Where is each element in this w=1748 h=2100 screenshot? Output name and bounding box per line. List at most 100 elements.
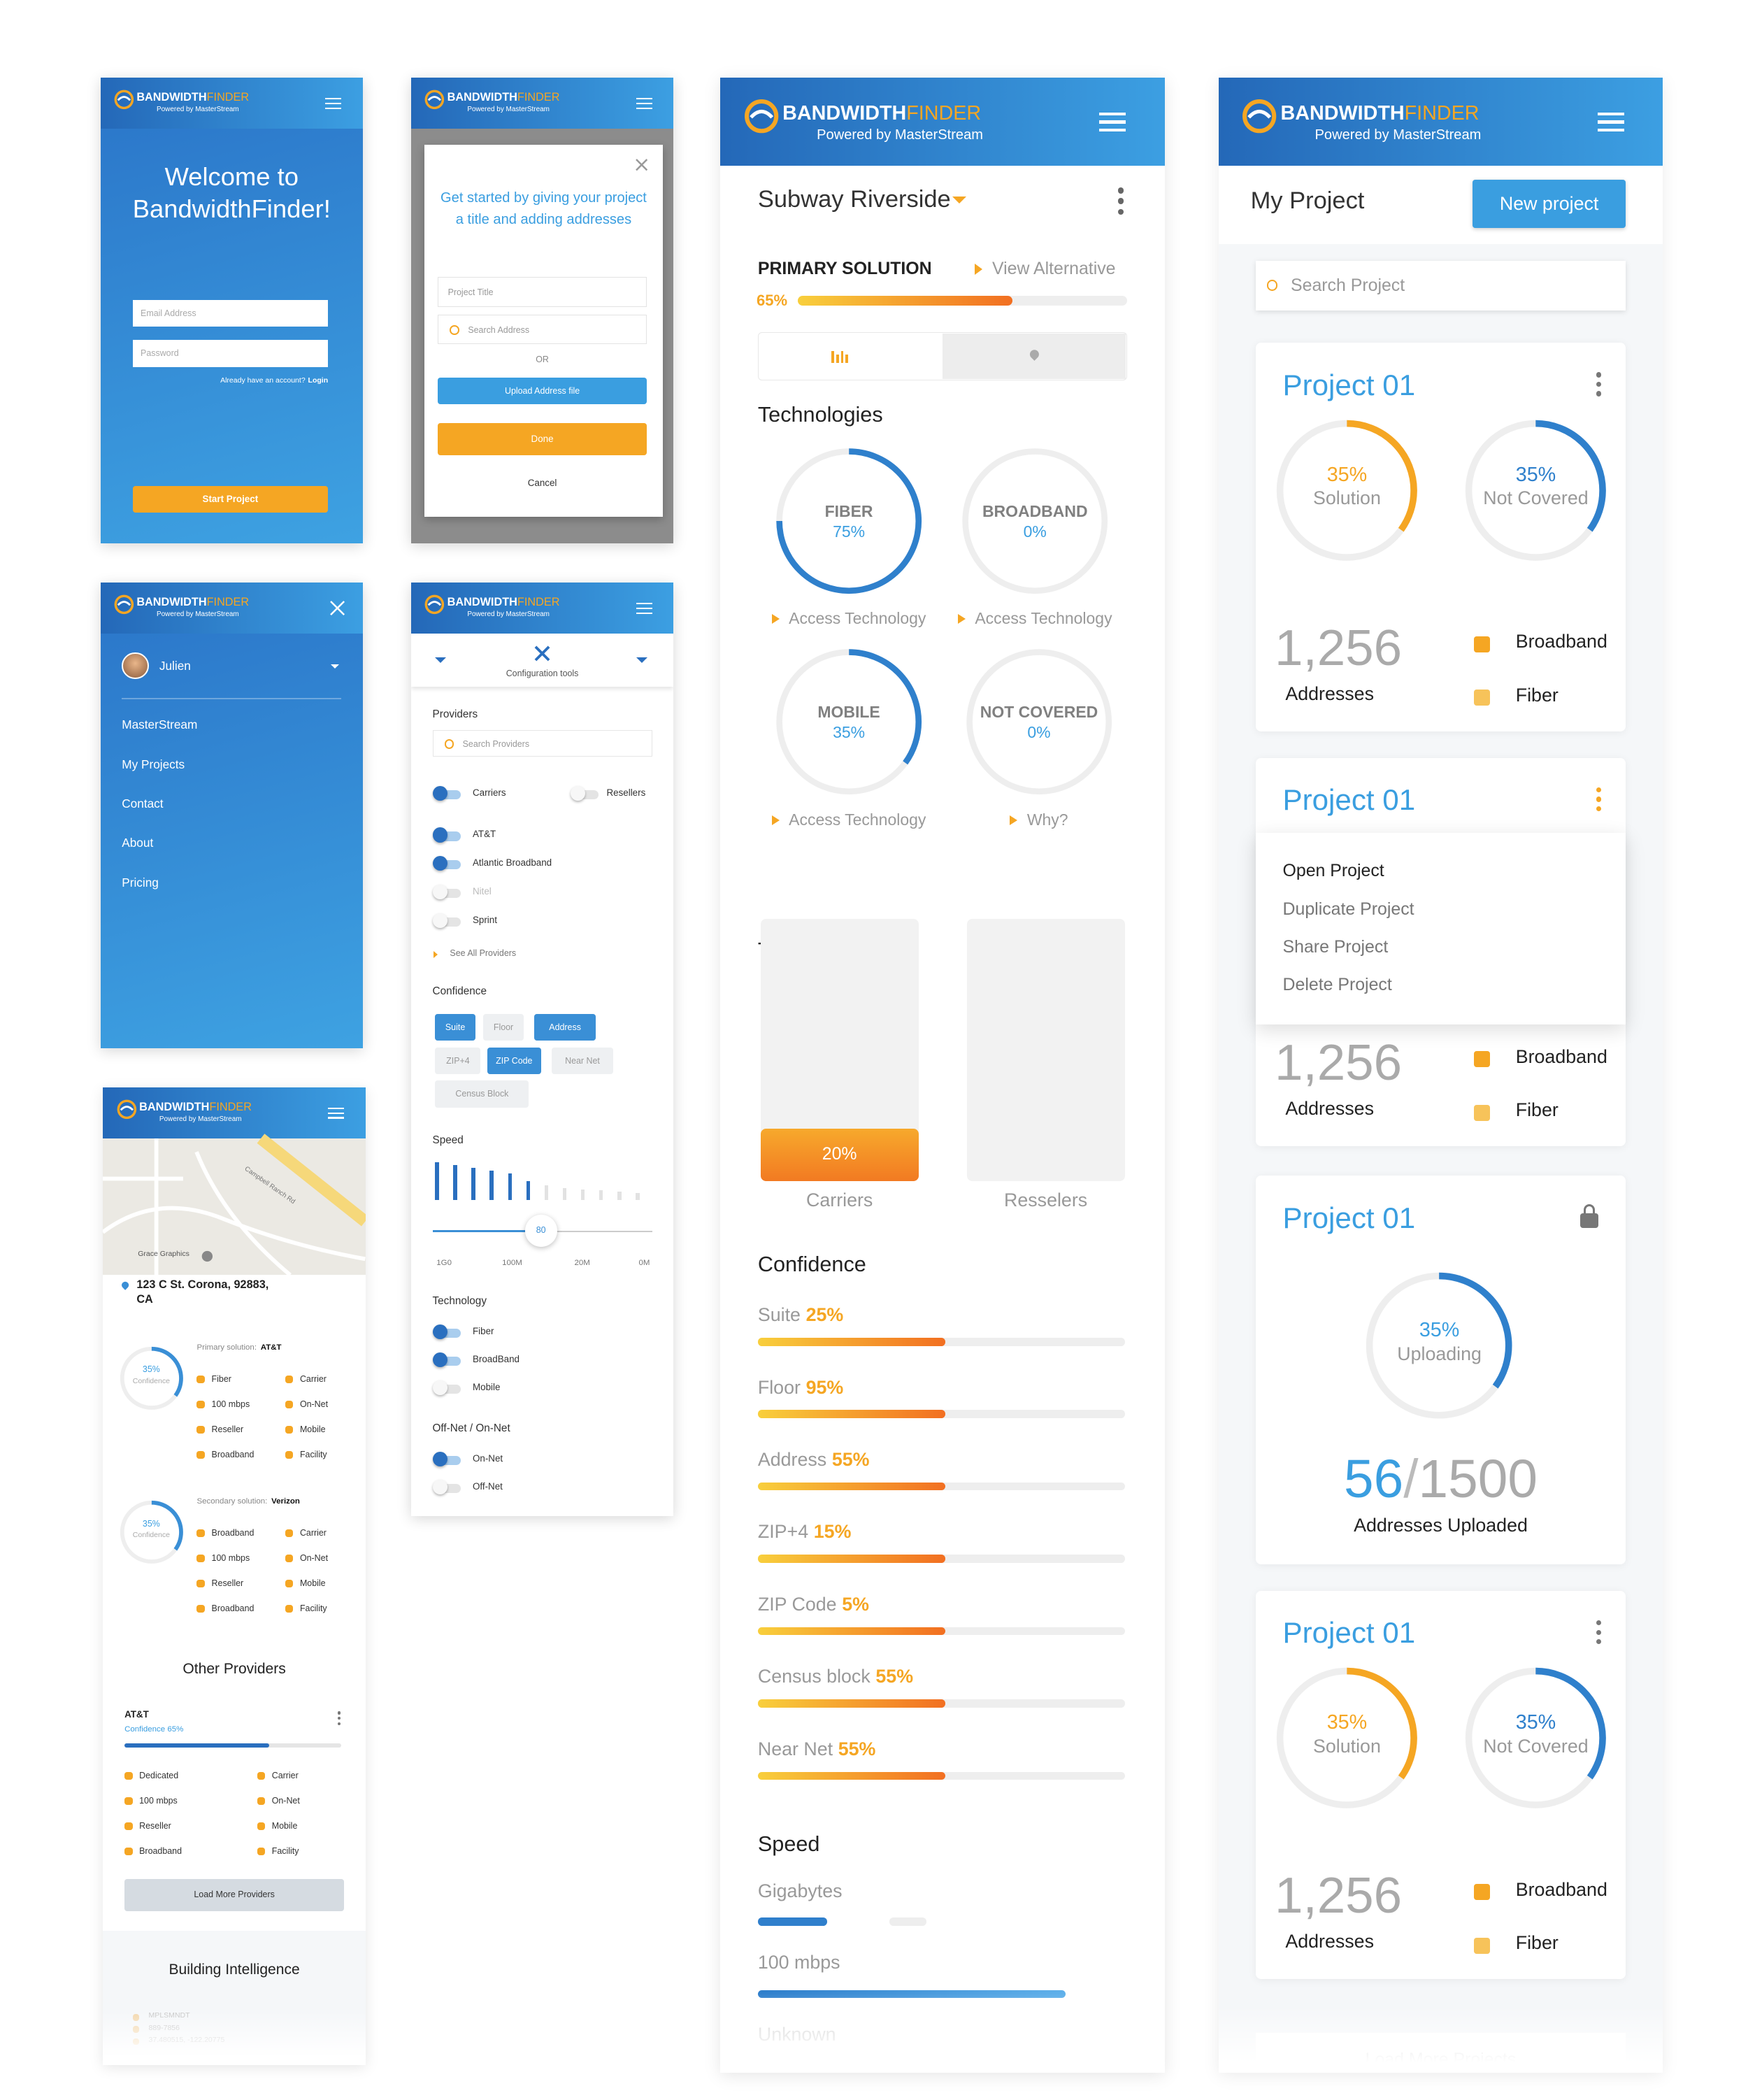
brand-accent: FINDER (1404, 101, 1480, 124)
feature-icon (196, 1529, 205, 1538)
technology-link-text: Why? (1026, 810, 1068, 829)
technology-link[interactable]: Access Technology (748, 810, 949, 829)
gauge-caption: Confidence (132, 1376, 170, 1385)
network-name: On-Net (472, 1452, 503, 1464)
filter-chip[interactable]: Near Net (551, 1047, 614, 1074)
menu-option[interactable]: Share Project (1282, 936, 1389, 957)
project-card[interactable]: Project 01 35% Solution 35% Not Covered 1,256… (1256, 1591, 1626, 1980)
solution-label: Secondary solution: Verizon (196, 1497, 299, 1506)
see-all-link[interactable]: See All Providers (450, 948, 517, 958)
solution-label: Primary solution: AT&T (196, 1343, 281, 1352)
password-input[interactable]: Password (132, 340, 329, 367)
gauge-arc (1366, 1273, 1512, 1419)
feature-name: On-Net (299, 1553, 329, 1563)
menu-item[interactable]: Pricing (122, 875, 159, 890)
confidence-fill (757, 1771, 945, 1780)
start-button[interactable]: Start Project (132, 486, 329, 513)
kebab-dot (337, 1711, 341, 1715)
provider-search[interactable]: Search Providers (432, 729, 652, 757)
login-link[interactable]: Login (308, 376, 329, 385)
cancel-button[interactable]: Cancel (527, 477, 557, 488)
feature-name: Mobile (299, 1578, 326, 1588)
feature-name: 100 mbps (139, 1795, 178, 1806)
app-header (720, 78, 1166, 166)
kebab-dot (1596, 391, 1601, 397)
toggle-knob (432, 1380, 447, 1396)
address-label: Addresses (1285, 1098, 1374, 1120)
confidence-fill (757, 1482, 945, 1491)
gauge (776, 448, 922, 594)
filter-chip[interactable]: ZIP+4 (435, 1047, 481, 1074)
filter-chip[interactable]: Floor (483, 1013, 524, 1041)
done-button[interactable]: Done (438, 423, 647, 456)
gauge-caption: Not Covered (1483, 1735, 1589, 1757)
address-label: Addresses (1285, 1931, 1374, 1952)
kebab-dot (1118, 208, 1124, 215)
feature-name: Carrier (299, 1528, 327, 1538)
slider-knob[interactable]: 80 (524, 1214, 557, 1247)
menu-option[interactable]: Delete Project (1282, 974, 1392, 994)
search-icon (1266, 280, 1278, 291)
filter-chip[interactable]: Suite (435, 1013, 475, 1041)
logo-icon (114, 90, 134, 110)
type-bar-track (966, 918, 1125, 1181)
section-title: Technology (432, 1294, 487, 1307)
gauge (966, 649, 1112, 795)
project-card[interactable]: Project 01 35% Solution 35% Not Covered 1,256… (1256, 343, 1626, 731)
project-title-input[interactable]: Project Title (438, 277, 647, 307)
filter-chip[interactable]: Census Block (435, 1080, 529, 1108)
hamburger-bar (1597, 128, 1624, 132)
menu-item[interactable]: About (122, 836, 154, 850)
load-more-button[interactable]: Load More Providers (124, 1878, 345, 1911)
stage: BANDWIDTHFINDER Powered by MasterStream We… (7, 0, 1748, 2100)
brand-tagline: Powered by MasterStream (157, 106, 239, 114)
brand-name: BANDWIDTH (139, 1101, 210, 1114)
technology-link[interactable]: Access Technology (748, 609, 949, 628)
site-screen: BANDWIDTHFINDER Powered by MasterStream Su… (720, 78, 1166, 2073)
gauge-arc (776, 649, 922, 795)
menu-item[interactable]: My Projects (122, 757, 185, 771)
feature-name: Facility (299, 1449, 327, 1459)
alternative-link[interactable]: View Alternative (991, 258, 1116, 278)
confidence-name: Suite (757, 1304, 801, 1326)
project-card[interactable]: Project 01 1,256 Addresses Broadband Fiber Op… (1256, 757, 1626, 1147)
technology-name: MOBILE (817, 703, 880, 722)
confidence-value: 5% (842, 1593, 869, 1615)
technology-link[interactable]: Access Technology (935, 609, 1136, 628)
upload-button[interactable]: Upload Address file (438, 378, 647, 405)
page-title: My Project (1250, 187, 1365, 215)
confidence-fill (757, 1410, 945, 1418)
technology-link[interactable]: Why? (938, 810, 1139, 829)
email-input[interactable]: Email Address (132, 299, 329, 327)
section-title: Providers (432, 708, 478, 721)
feature-icon (285, 1375, 294, 1384)
tab-bar (757, 331, 1128, 380)
chart-tab-icon (836, 355, 839, 363)
gauge-caption: Solution (1313, 1735, 1381, 1757)
gauge-track (966, 649, 1112, 795)
project-card[interactable]: Project 01 35% Uploading 56/1500 Addresses U… (1256, 1176, 1626, 1564)
toggle-knob (432, 786, 447, 801)
map-label: Grace Graphics (138, 1249, 189, 1258)
menu-screen: BANDWIDTHFINDER Powered by MasterStream Ju… (100, 583, 363, 1049)
menu-item[interactable]: MasterStream (122, 717, 198, 732)
search-address-input[interactable]: Search Address (438, 315, 647, 345)
gauge (776, 649, 922, 795)
menu-item[interactable]: Contact (122, 797, 164, 811)
filter-chip[interactable]: Address (534, 1013, 596, 1041)
feature-name: 100 mbps (211, 1553, 250, 1563)
feature-icon (124, 1822, 133, 1831)
project-search[interactable]: Search Project (1256, 261, 1626, 311)
lock-shackle (1584, 1203, 1595, 1217)
solution-provider: Verizon (271, 1497, 300, 1506)
feature-icon (257, 1822, 266, 1831)
technology-name: Fiber (472, 1325, 494, 1336)
menu-option[interactable]: Duplicate Project (1282, 899, 1414, 919)
account-note: Already have an account? Login (133, 376, 329, 385)
logo-icon (114, 594, 134, 615)
filter-chip[interactable]: ZIP Code (487, 1047, 541, 1074)
new-project-button[interactable]: New project (1473, 179, 1626, 228)
gauge-caption: Confidence (132, 1530, 170, 1539)
menu-option[interactable]: Open Project (1282, 861, 1384, 881)
